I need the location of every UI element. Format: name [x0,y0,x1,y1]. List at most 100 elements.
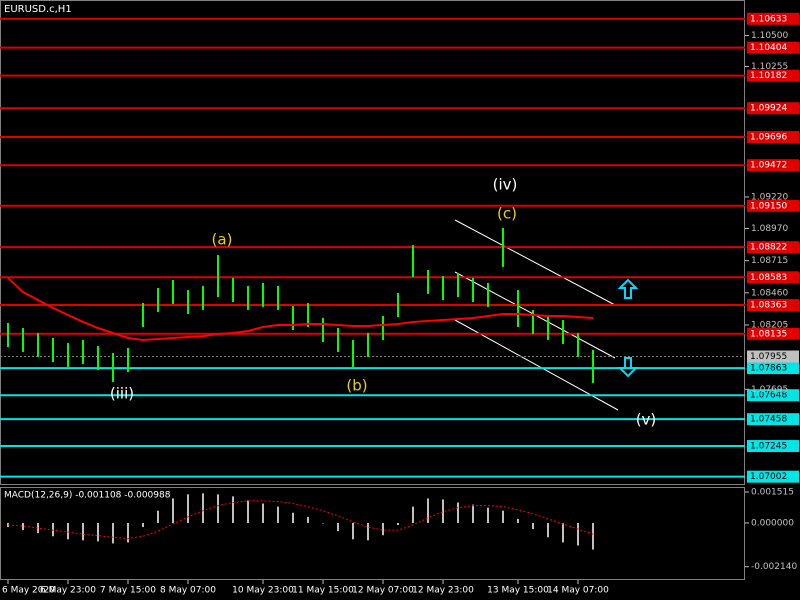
y-tick-label: 0.000000 [751,518,794,528]
channel-line [454,219,616,306]
x-tick-label: 10 May 23:00 [232,586,294,596]
level-label: 1.10404 [750,43,787,53]
annotation: (iii) [110,385,134,403]
level-label-box [747,130,799,143]
y-tick-label: 1.09220 [751,192,788,202]
level-label-box [747,299,799,312]
level-label: 1.09150 [750,201,787,211]
x-tick-label: 11 May 15:00 [292,586,354,596]
annotation: (iv) [493,176,518,194]
macd-bar [97,522,99,542]
macd-panel [0,487,745,580]
level-label-box [747,362,799,375]
macd-bar [202,493,204,523]
macd-bar [187,494,189,523]
level-label-box [747,12,799,25]
level-label: 1.07648 [750,391,787,401]
level-label-box [747,389,799,402]
macd-bar [412,506,414,523]
annotation: (v) [636,411,657,429]
x-tick-label: 7 May 15:00 [100,586,156,596]
level-label: 1.07002 [750,472,787,482]
macd-bar [172,498,174,523]
annotation: (b) [346,377,367,395]
macd-bar [142,522,144,528]
level-label-box [747,440,799,453]
macd-bar [37,522,39,534]
macd-bar [502,510,504,523]
level-label-box [747,102,799,115]
x-tick-label: 12 May 23:00 [412,586,474,596]
macd-bar [112,522,114,544]
signal-line [7,500,594,540]
y-tick-label: 1.07695 [751,385,788,395]
macd-bar [592,522,594,550]
level-label: 1.09924 [750,104,787,114]
level-label: 1.10182 [750,71,787,81]
level-label: 1.08583 [750,273,787,283]
x-tick-label: 13 May 15:00 [487,586,549,596]
macd-bar [217,494,219,523]
y-tick-label: -0.002140 [751,562,797,572]
level-label: 1.08135 [750,329,787,339]
level-label: 1.07863 [750,364,787,374]
level-label: 1.08363 [750,301,787,311]
x-tick-label: 12 May 07:00 [352,586,414,596]
macd-bar [442,499,444,523]
x-tick-label: 8 May 07:00 [160,586,216,596]
x-tick-label: 6 May 2020 [2,586,55,596]
level-label-box [747,327,799,340]
x-tick-label: 14 May 07:00 [547,586,609,596]
macd-bar [367,522,369,541]
macd-bar [307,516,309,523]
macd-bar [487,507,489,523]
level-label-box [747,271,799,284]
y-tick-label: 0.001515 [751,488,794,498]
level-label: 1.09472 [750,161,787,171]
chart-title: EURUSD.c,H1 [4,4,72,15]
macd-bar [232,496,234,523]
level-label-box [747,41,799,54]
y-tick-label: 1.08205 [751,320,788,330]
up-arrow [617,278,639,299]
macd-title: MACD(12,26,9) -0.001108 -0.000988 [4,491,171,501]
macd-bar [292,512,294,523]
macd-bar [397,522,399,526]
macd-bar [457,502,459,523]
y-tick-label: 1.08970 [751,224,788,234]
macd-bar [322,522,324,524]
x-tick-label: 6 May 23:00 [40,586,96,596]
level-label: 1.07245 [750,442,787,452]
price-panel [0,0,745,485]
annotation: (c) [497,205,517,223]
current-price-box [747,350,799,363]
level-label: 1.10633 [750,14,787,24]
macd-bar [337,522,339,532]
current-price-label: 1.07955 [750,352,787,362]
macd-bar [562,522,564,543]
y-tick-label: 1.08715 [751,256,788,266]
macd-bar [427,498,429,523]
macd-bar [82,522,84,541]
macd-bar [472,504,474,523]
macd-bar [577,522,579,546]
macd-bar [247,500,249,523]
y-tick-label: 1.10500 [751,31,788,41]
y-tick-label: 1.08460 [751,288,788,298]
macd-bar [127,522,129,543]
macd-bar [382,522,384,536]
level-label: 1.09696 [750,132,787,142]
macd-bar [52,522,54,537]
level-label: 1.08822 [750,243,787,253]
level-label: 1.07458 [750,415,787,425]
macd-bar [547,522,549,538]
macd-bar [67,522,69,540]
macd-bar [157,510,159,523]
level-label-box [747,159,799,172]
y-tick-label: 1.10255 [751,62,788,72]
level-label-box [747,199,799,212]
macd-bar [277,506,279,523]
macd-bar [532,522,534,530]
level-label-box [747,241,799,254]
